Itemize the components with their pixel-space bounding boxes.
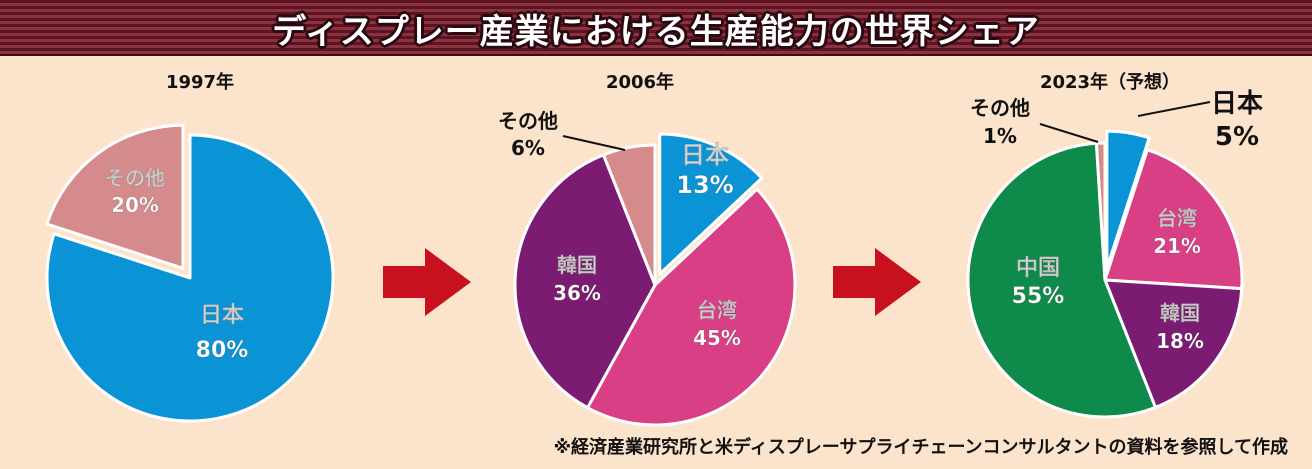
pie-title: 1997年 <box>166 71 234 93</box>
pie-slice <box>45 123 185 270</box>
pie-slice <box>1105 129 1151 270</box>
slice-value-label: 1% <box>983 124 1017 148</box>
leader-line <box>1137 101 1211 117</box>
slice-value-label: 55% <box>1012 284 1065 309</box>
pie-title: 2023年（予想） <box>1040 71 1180 93</box>
pie-title: 2006年 <box>606 71 674 93</box>
title-bar <box>0 0 1312 56</box>
slice-value-label: 18% <box>1156 329 1204 353</box>
source-note: ※経済産業研究所と米ディスプレーサプライチェーンコンサルタントの資料を参照して作… <box>553 437 1288 458</box>
slice-label: その他 <box>970 96 1030 120</box>
arrow-right-icon <box>833 248 921 316</box>
slice-value-label: 5% <box>1215 122 1259 152</box>
slice-value-label: 6% <box>511 136 545 160</box>
slice-value-label: 80% <box>196 338 249 363</box>
pie-chart-3: 2023年（予想） 日本5% 台湾 21% 韓国 18% 中国 55% その他 1% <box>966 71 1263 419</box>
pie-slice <box>601 143 657 287</box>
pie-slice <box>658 132 764 276</box>
leader-line <box>1039 123 1099 143</box>
arrow-right-icon <box>383 248 471 316</box>
slice-label: その他 <box>105 166 165 190</box>
slice-label: 日本 <box>681 141 729 169</box>
slice-label: 台湾 <box>1157 206 1197 230</box>
slice-value-label: 20% <box>111 193 159 217</box>
slice-label: 中国 <box>1016 256 1060 281</box>
slice-label: その他 <box>498 109 558 133</box>
slice-label: 韓国 <box>1160 301 1200 325</box>
slice-value-label: 45% <box>693 326 741 350</box>
pie-slice <box>1103 148 1244 291</box>
slice-value-label: 21% <box>1153 234 1201 258</box>
pie-slice <box>1094 141 1107 282</box>
pie-slice <box>966 141 1157 419</box>
slice-label: 日本 <box>1211 89 1263 119</box>
slice-value-label: 13% <box>676 171 733 199</box>
slice-label: 韓国 <box>557 253 597 277</box>
pie-slice <box>513 153 657 410</box>
leader-line <box>562 135 626 151</box>
slice-label: 日本 <box>200 303 244 328</box>
pie-slice <box>586 187 797 427</box>
slice-label: 台湾 <box>697 298 737 322</box>
chart-title: ディスプレー産業における生産能力の世界シェア <box>272 12 1040 52</box>
slice-value-label: 36% <box>553 281 601 305</box>
pie-slice <box>45 133 335 423</box>
pie-slice <box>1103 278 1244 409</box>
